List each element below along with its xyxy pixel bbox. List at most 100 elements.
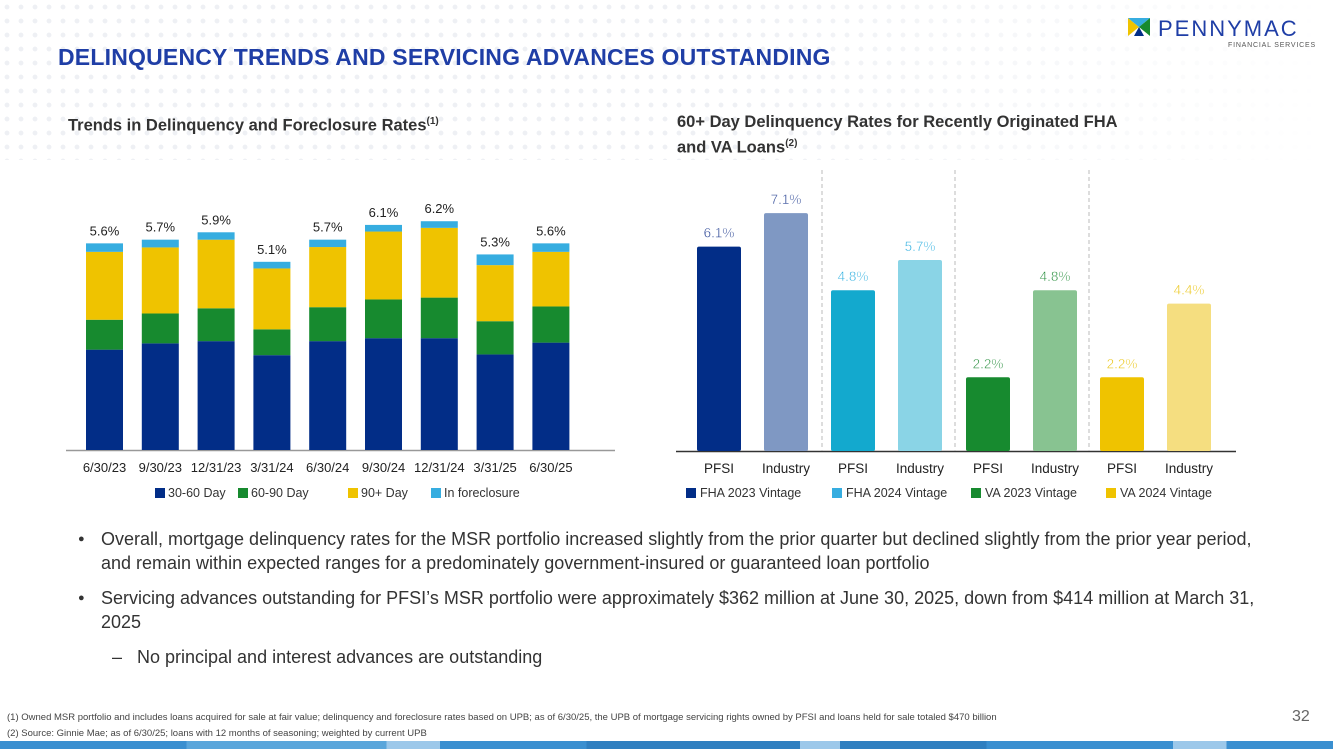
- bar-segment-30-60-day: [309, 341, 347, 450]
- x-tick-label: Industry: [1031, 461, 1079, 476]
- x-tick-label: 12/31/23: [191, 460, 242, 475]
- data-label: 6.1%: [704, 226, 735, 241]
- logo-text: PENNYMAC: [1158, 16, 1299, 41]
- bar-segment-in-foreclosure: [141, 239, 179, 248]
- x-tick-label: PFSI: [838, 461, 868, 476]
- total-data-label: 5.1%: [257, 242, 287, 257]
- legend-label: VA 2024 Vintage: [1120, 486, 1212, 500]
- x-tick-label: Industry: [762, 461, 810, 476]
- x-tick-label: 3/31/25: [473, 460, 516, 475]
- footnote-1: (1) Owned MSR portfolio and includes loa…: [7, 712, 997, 723]
- x-tick-label: 9/30/24: [362, 460, 405, 475]
- legend-swatch: [686, 488, 696, 498]
- bar-segment-30-60-day: [253, 355, 291, 450]
- x-tick-label: 12/31/24: [414, 460, 465, 475]
- delinquency-trends-chart: 5.6% 6/30/23 5.7% 9/30/23 5.9% 12/31/23 5.1% 3/…: [66, 201, 615, 500]
- bar-segment-30-60-day: [532, 342, 570, 450]
- data-label: 5.7%: [905, 239, 936, 254]
- bar-segment-60-90-day: [86, 319, 123, 350]
- bar-segment-60-90-day: [197, 308, 235, 342]
- total-data-label: 6.2%: [424, 201, 454, 216]
- legend-label: 60-90 Day: [251, 486, 309, 500]
- bar-segment-in-foreclosure: [86, 243, 123, 252]
- bar-pfsi: [966, 377, 1010, 451]
- data-label: 4.4%: [1174, 283, 1205, 298]
- bar-segment-30-60-day: [365, 338, 402, 450]
- bar-segment-in-foreclosure: [253, 261, 291, 269]
- total-data-label: 6.1%: [369, 205, 399, 220]
- bar-segment-30-60-day: [476, 354, 514, 450]
- page-title: DELINQUENCY TRENDS AND SERVICING ADVANCE…: [58, 44, 831, 70]
- legend-label: 90+ Day: [361, 486, 409, 500]
- left-chart-title: Trends in Delinquency and Foreclosure Ra…: [68, 116, 439, 135]
- x-tick-label: PFSI: [1107, 461, 1137, 476]
- total-data-label: 5.9%: [201, 212, 231, 227]
- legend-swatch: [832, 488, 842, 498]
- bar-pfsi: [697, 246, 741, 451]
- bullet-item: ● Servicing advances outstanding for PFSI…: [78, 588, 1255, 632]
- x-tick-label: PFSI: [973, 461, 1003, 476]
- bottom-decorative-stripe: [0, 741, 1333, 749]
- bar-segment-30-60-day: [86, 349, 123, 450]
- bar-segment-90-day: [309, 247, 347, 308]
- bar-segment-90-day: [253, 268, 291, 330]
- x-tick-label: 6/30/25: [529, 460, 572, 475]
- bar-segment-60-90-day: [532, 306, 570, 343]
- legend-swatch: [1106, 488, 1116, 498]
- legend-swatch: [348, 488, 358, 498]
- data-label: 7.1%: [771, 192, 802, 207]
- total-data-label: 5.7%: [313, 220, 343, 235]
- bar-segment-in-foreclosure: [476, 254, 514, 266]
- bar-segment-30-60-day: [197, 341, 235, 450]
- data-label: 2.2%: [1107, 356, 1138, 371]
- bar-segment-30-60-day: [141, 343, 179, 450]
- bar-segment-60-90-day: [309, 307, 347, 342]
- x-tick-label: 3/31/24: [250, 460, 293, 475]
- legend-label: 30-60 Day: [168, 486, 226, 500]
- page-number: 32: [1292, 708, 1310, 725]
- bar-segment-in-foreclosure: [309, 239, 347, 248]
- bar-segment-90-day: [141, 247, 179, 314]
- bar-segment-60-90-day: [141, 313, 179, 344]
- bar-segment-90-day: [197, 239, 235, 309]
- bullet-list: ● Overall, mortgage delinquency rates for…: [78, 527, 1268, 669]
- x-tick-label: Industry: [1165, 461, 1213, 476]
- legend-label: VA 2023 Vintage: [985, 486, 1077, 500]
- bar-segment-60-90-day: [476, 321, 514, 355]
- bar-industry: [764, 213, 808, 451]
- bar-industry: [1033, 290, 1077, 451]
- dot-pattern-background: [0, 0, 1333, 160]
- total-data-label: 5.6%: [536, 223, 566, 238]
- bar-pfsi: [831, 290, 875, 451]
- logo-subtitle: FINANCIAL SERVICES: [1228, 42, 1316, 49]
- data-label: 2.2%: [973, 356, 1004, 371]
- pennymac-logo: PENNYMAC: [1128, 18, 1299, 40]
- total-data-label: 5.6%: [90, 223, 120, 238]
- total-data-label: 5.3%: [480, 234, 510, 249]
- bar-segment-60-90-day: [253, 329, 291, 356]
- legend-swatch: [971, 488, 981, 498]
- x-tick-label: Industry: [896, 461, 944, 476]
- bar-segment-60-90-day: [420, 297, 458, 339]
- bar-segment-in-foreclosure: [532, 243, 570, 252]
- bar-industry: [1167, 303, 1211, 451]
- legend-swatch: [238, 488, 248, 498]
- x-tick-label: PFSI: [704, 461, 734, 476]
- total-data-label: 5.7%: [145, 220, 175, 235]
- footnote-2: (2) Source: Ginnie Mae; as of 6/30/25; l…: [7, 728, 427, 739]
- legend-swatch: [431, 488, 441, 498]
- x-tick-label: 9/30/23: [139, 460, 182, 475]
- logo-mark-icon: [1128, 18, 1150, 36]
- bar-segment-60-90-day: [365, 299, 402, 339]
- bar-segment-90-day: [532, 251, 570, 307]
- bar-segment-90-day: [420, 227, 458, 298]
- bar-segment-30-60-day: [420, 338, 458, 450]
- bullet-item: ● Overall, mortgage delinquency rates for…: [78, 529, 1252, 573]
- x-tick-label: 6/30/23: [83, 460, 126, 475]
- recent-origination-chart: 6.1% PFSI 7.1% Industry 4.8% PFSI 5.7% Industry…: [676, 170, 1236, 500]
- data-label: 4.8%: [838, 269, 869, 284]
- x-tick-label: 6/30/24: [306, 460, 349, 475]
- bar-segment-in-foreclosure: [420, 221, 458, 228]
- bar-segment-90-day: [86, 251, 123, 320]
- right-chart-title: 60+ Day Delinquency Rates for Recently O…: [677, 113, 1118, 157]
